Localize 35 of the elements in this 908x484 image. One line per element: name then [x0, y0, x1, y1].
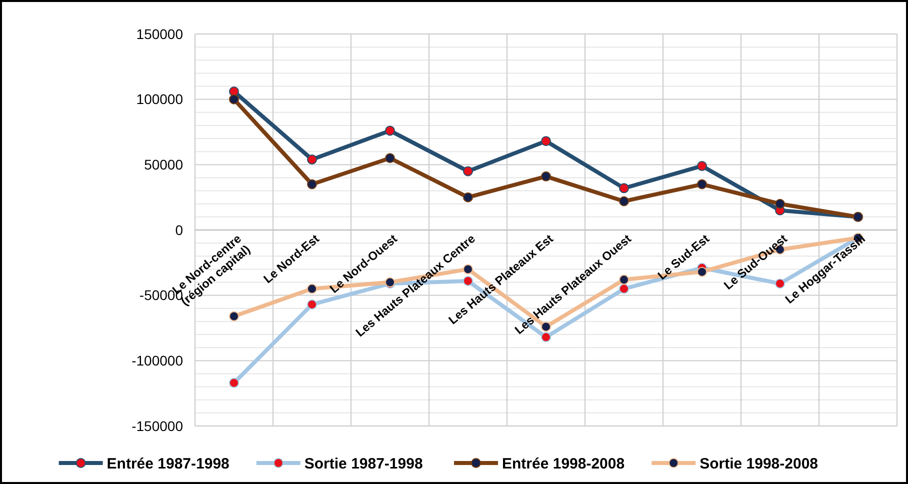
point — [307, 299, 317, 310]
y-tick-label: 50000 — [144, 156, 184, 173]
legend-label: Sortie 1987-1998 — [304, 455, 423, 472]
point — [229, 94, 239, 104]
point — [229, 378, 239, 388]
point — [385, 126, 395, 136]
point — [463, 192, 473, 202]
y-tick-label: 0 — [175, 222, 184, 238]
legend-label: Sortie 1998-2008 — [700, 455, 818, 472]
point — [541, 332, 551, 342]
legend-label: Entrée 1998-2008 — [502, 455, 625, 472]
point — [463, 264, 473, 274]
point — [541, 322, 551, 332]
point — [619, 284, 629, 294]
point — [307, 284, 317, 294]
y-tick-label: 100000 — [136, 91, 184, 108]
point — [775, 198, 785, 209]
point — [697, 160, 707, 171]
point — [541, 136, 551, 146]
y-tick-label: -100000 — [132, 352, 184, 369]
legend-label: Entrée 1987-1998 — [106, 455, 230, 472]
point — [307, 179, 317, 190]
point — [619, 274, 629, 285]
point — [307, 154, 317, 164]
point — [619, 183, 629, 194]
point — [697, 179, 707, 190]
y-tick-label: -150000 — [132, 418, 184, 434]
point — [541, 171, 551, 182]
point — [229, 311, 239, 322]
y-tick-label: 150000 — [136, 26, 184, 42]
point — [385, 153, 395, 164]
point — [619, 196, 629, 206]
point — [775, 278, 785, 289]
point — [463, 276, 473, 286]
point — [463, 166, 473, 176]
